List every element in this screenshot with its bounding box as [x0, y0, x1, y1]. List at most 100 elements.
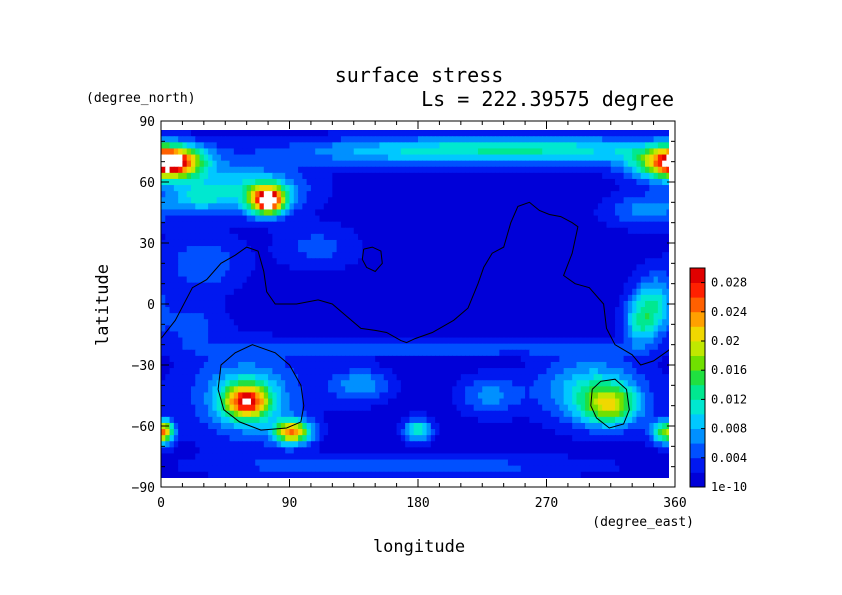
heatmap-cell [593, 313, 599, 320]
heatmap-cell [319, 361, 325, 369]
heatmap-cell [353, 355, 359, 363]
heatmap-cell [255, 276, 261, 284]
heatmap-cell [477, 270, 483, 278]
heatmap-cell [585, 136, 590, 143]
heatmap-cell [435, 148, 441, 156]
heatmap-cell [259, 221, 265, 229]
heatmap-cell [259, 294, 265, 302]
heatmap-cell [533, 361, 539, 369]
heatmap-cell [250, 276, 256, 284]
heatmap-cell [165, 337, 171, 345]
heatmap-cell [216, 191, 222, 198]
heatmap-cell [293, 185, 299, 192]
heatmap-cell [375, 294, 381, 302]
heatmap-cell [606, 239, 612, 247]
heatmap-cell [610, 331, 616, 339]
heatmap-cell [632, 185, 638, 192]
heatmap-cell [349, 166, 355, 174]
heatmap-cell [190, 203, 196, 211]
heatmap-cell [336, 325, 342, 333]
heatmap-cell [195, 276, 201, 284]
heatmap-cell [443, 160, 449, 168]
heatmap-cell [212, 361, 218, 369]
heatmap-cell [186, 349, 192, 357]
heatmap-cell [473, 221, 479, 229]
heatmap-cell [238, 185, 243, 192]
heatmap-cell [173, 191, 179, 198]
heatmap-cell [653, 215, 659, 223]
heatmap-cell [657, 294, 663, 302]
heatmap-cell [383, 349, 389, 357]
heatmap-cell [276, 239, 282, 247]
heatmap-cell [310, 270, 316, 278]
heatmap-cell [447, 227, 453, 235]
heatmap-cell [585, 166, 590, 174]
heatmap-cell [495, 154, 500, 162]
heatmap-cell [216, 361, 222, 369]
heatmap-cell [220, 246, 226, 253]
heatmap-cell [345, 276, 351, 284]
heatmap-cell [336, 276, 342, 284]
heatmap-cell [602, 185, 608, 192]
heatmap-cell [615, 233, 620, 241]
heatmap-cell [649, 233, 655, 241]
heatmap-cell [653, 349, 659, 357]
heatmap-cell [572, 142, 578, 150]
heatmap-cell [507, 185, 513, 192]
heatmap-cell [169, 270, 175, 278]
heatmap-cell [585, 191, 590, 198]
heatmap-cell [396, 355, 402, 363]
heatmap-cell [409, 233, 415, 241]
heatmap-cell [375, 239, 381, 247]
heatmap-cell [323, 136, 329, 143]
heatmap-cell [580, 276, 586, 284]
heatmap-cell [456, 203, 462, 211]
heatmap-cell [199, 349, 205, 357]
heatmap-cell [186, 313, 192, 320]
heatmap-cell [319, 191, 325, 198]
heatmap-cell [512, 276, 518, 284]
heatmap-cell [499, 313, 505, 320]
heatmap-cell [555, 215, 560, 223]
heatmap-cell [216, 233, 222, 241]
heatmap-cell [559, 337, 565, 345]
heatmap-cell [345, 337, 351, 345]
heatmap-cell [280, 294, 286, 302]
heatmap-cell [499, 197, 505, 204]
heatmap-cell [178, 258, 184, 265]
heatmap-cell [298, 313, 303, 320]
heatmap-cell [293, 148, 299, 156]
heatmap-cell [537, 136, 543, 143]
heatmap-cell [233, 246, 239, 253]
heatmap-cell [388, 166, 393, 174]
heatmap-cell [379, 154, 385, 162]
heatmap-cell [499, 166, 505, 174]
heatmap-cell [520, 300, 526, 308]
heatmap-cell [272, 343, 278, 351]
heatmap-cell [362, 246, 368, 253]
heatmap-cell [465, 355, 470, 363]
heatmap-cell [169, 233, 175, 241]
heatmap-cell [430, 361, 436, 369]
heatmap-cell [340, 154, 346, 162]
heatmap-cell [615, 276, 620, 284]
heatmap-cell [328, 233, 333, 241]
heatmap-cell [340, 197, 346, 204]
heatmap-cell [533, 355, 539, 363]
heatmap-cell [486, 172, 492, 180]
heatmap-cell [379, 130, 385, 137]
heatmap-cell [469, 349, 475, 357]
heatmap-cell [392, 337, 398, 345]
heatmap-cell [593, 337, 599, 345]
heatmap-cell [280, 172, 286, 180]
heatmap-cell [216, 368, 222, 375]
heatmap-cell [208, 264, 213, 272]
heatmap-cell [465, 288, 470, 296]
heatmap-cell [649, 172, 655, 180]
heatmap-cell [525, 252, 530, 259]
heatmap-cell [589, 191, 595, 198]
heatmap-cell [636, 276, 642, 284]
heatmap-cell [332, 264, 338, 272]
heatmap-cell [477, 154, 483, 162]
heatmap-cell [323, 319, 329, 326]
